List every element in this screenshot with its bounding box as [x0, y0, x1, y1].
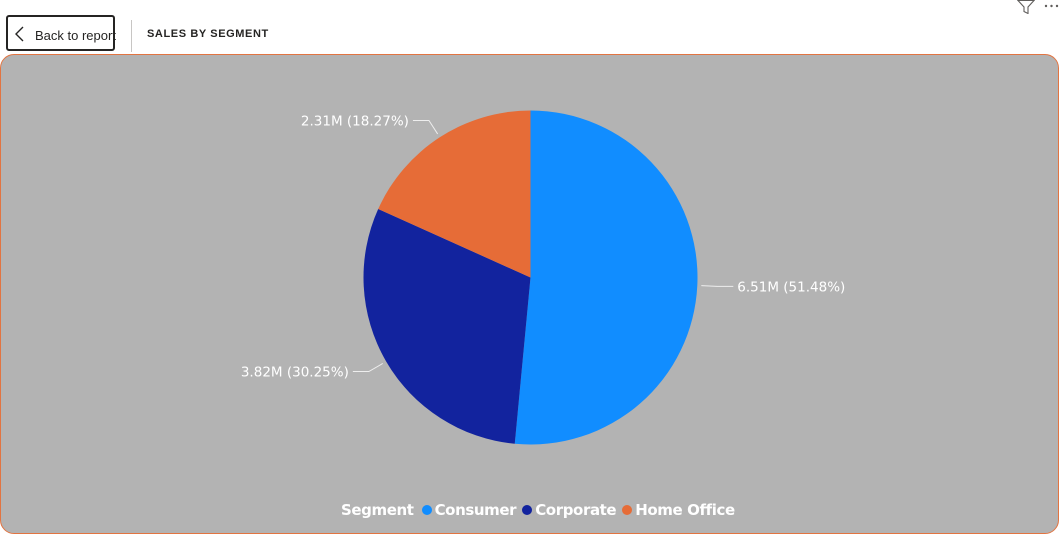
- legend-title: Segment: [341, 501, 414, 519]
- data-label-home-office: 2.31M (18.27%): [301, 113, 409, 129]
- pie-chart: 6.51M (51.48%) 3.82M (30.25%) 2.31M (18.27…: [241, 110, 845, 445]
- page-title: SALES BY SEGMENT: [147, 28, 269, 40]
- data-label-consumer: 6.51M (51.48%): [737, 279, 845, 295]
- legend-dot-home-office: [622, 505, 633, 515]
- chevron-left-icon: [15, 26, 24, 42]
- back-to-report-button[interactable]: Back to report: [6, 15, 116, 51]
- pie-slices: [363, 110, 698, 445]
- legend-item-home-office[interactable]: Home Office: [622, 501, 735, 519]
- chart-legend: Segment Consumer Corporate Home Office: [341, 500, 741, 520]
- legend-item-corporate[interactable]: Corporate: [522, 501, 617, 519]
- pie-slice-corporate[interactable]: [363, 209, 531, 444]
- leader-lines: [352, 119, 734, 373]
- legend-label-consumer: Consumer: [434, 501, 517, 519]
- legend-label-home-office: Home Office: [635, 501, 735, 519]
- leader-line-corporate: [352, 363, 383, 373]
- leader-line-home-office: [412, 119, 439, 135]
- pie-slice-consumer[interactable]: [514, 110, 698, 445]
- more-options-icon[interactable]: [1044, 0, 1059, 12]
- back-button-label: Back to report: [35, 28, 116, 43]
- data-labels: 6.51M (51.48%) 3.82M (30.25%) 2.31M (18.27…: [241, 113, 845, 380]
- legend-item-consumer[interactable]: Consumer: [421, 501, 517, 519]
- leader-line-consumer: [701, 285, 734, 287]
- legend-dot-consumer: [421, 505, 432, 515]
- legend-label-corporate: Corporate: [535, 501, 617, 519]
- data-label-corporate: 3.82M (30.25%): [241, 365, 349, 381]
- legend-dot-corporate: [522, 505, 533, 515]
- pie-slice-home-office[interactable]: [378, 110, 531, 278]
- header-divider: [131, 20, 132, 52]
- filter-icon[interactable]: [1017, 0, 1035, 14]
- top-bar: Back to report SALES BY SEGMENT: [0, 0, 1059, 56]
